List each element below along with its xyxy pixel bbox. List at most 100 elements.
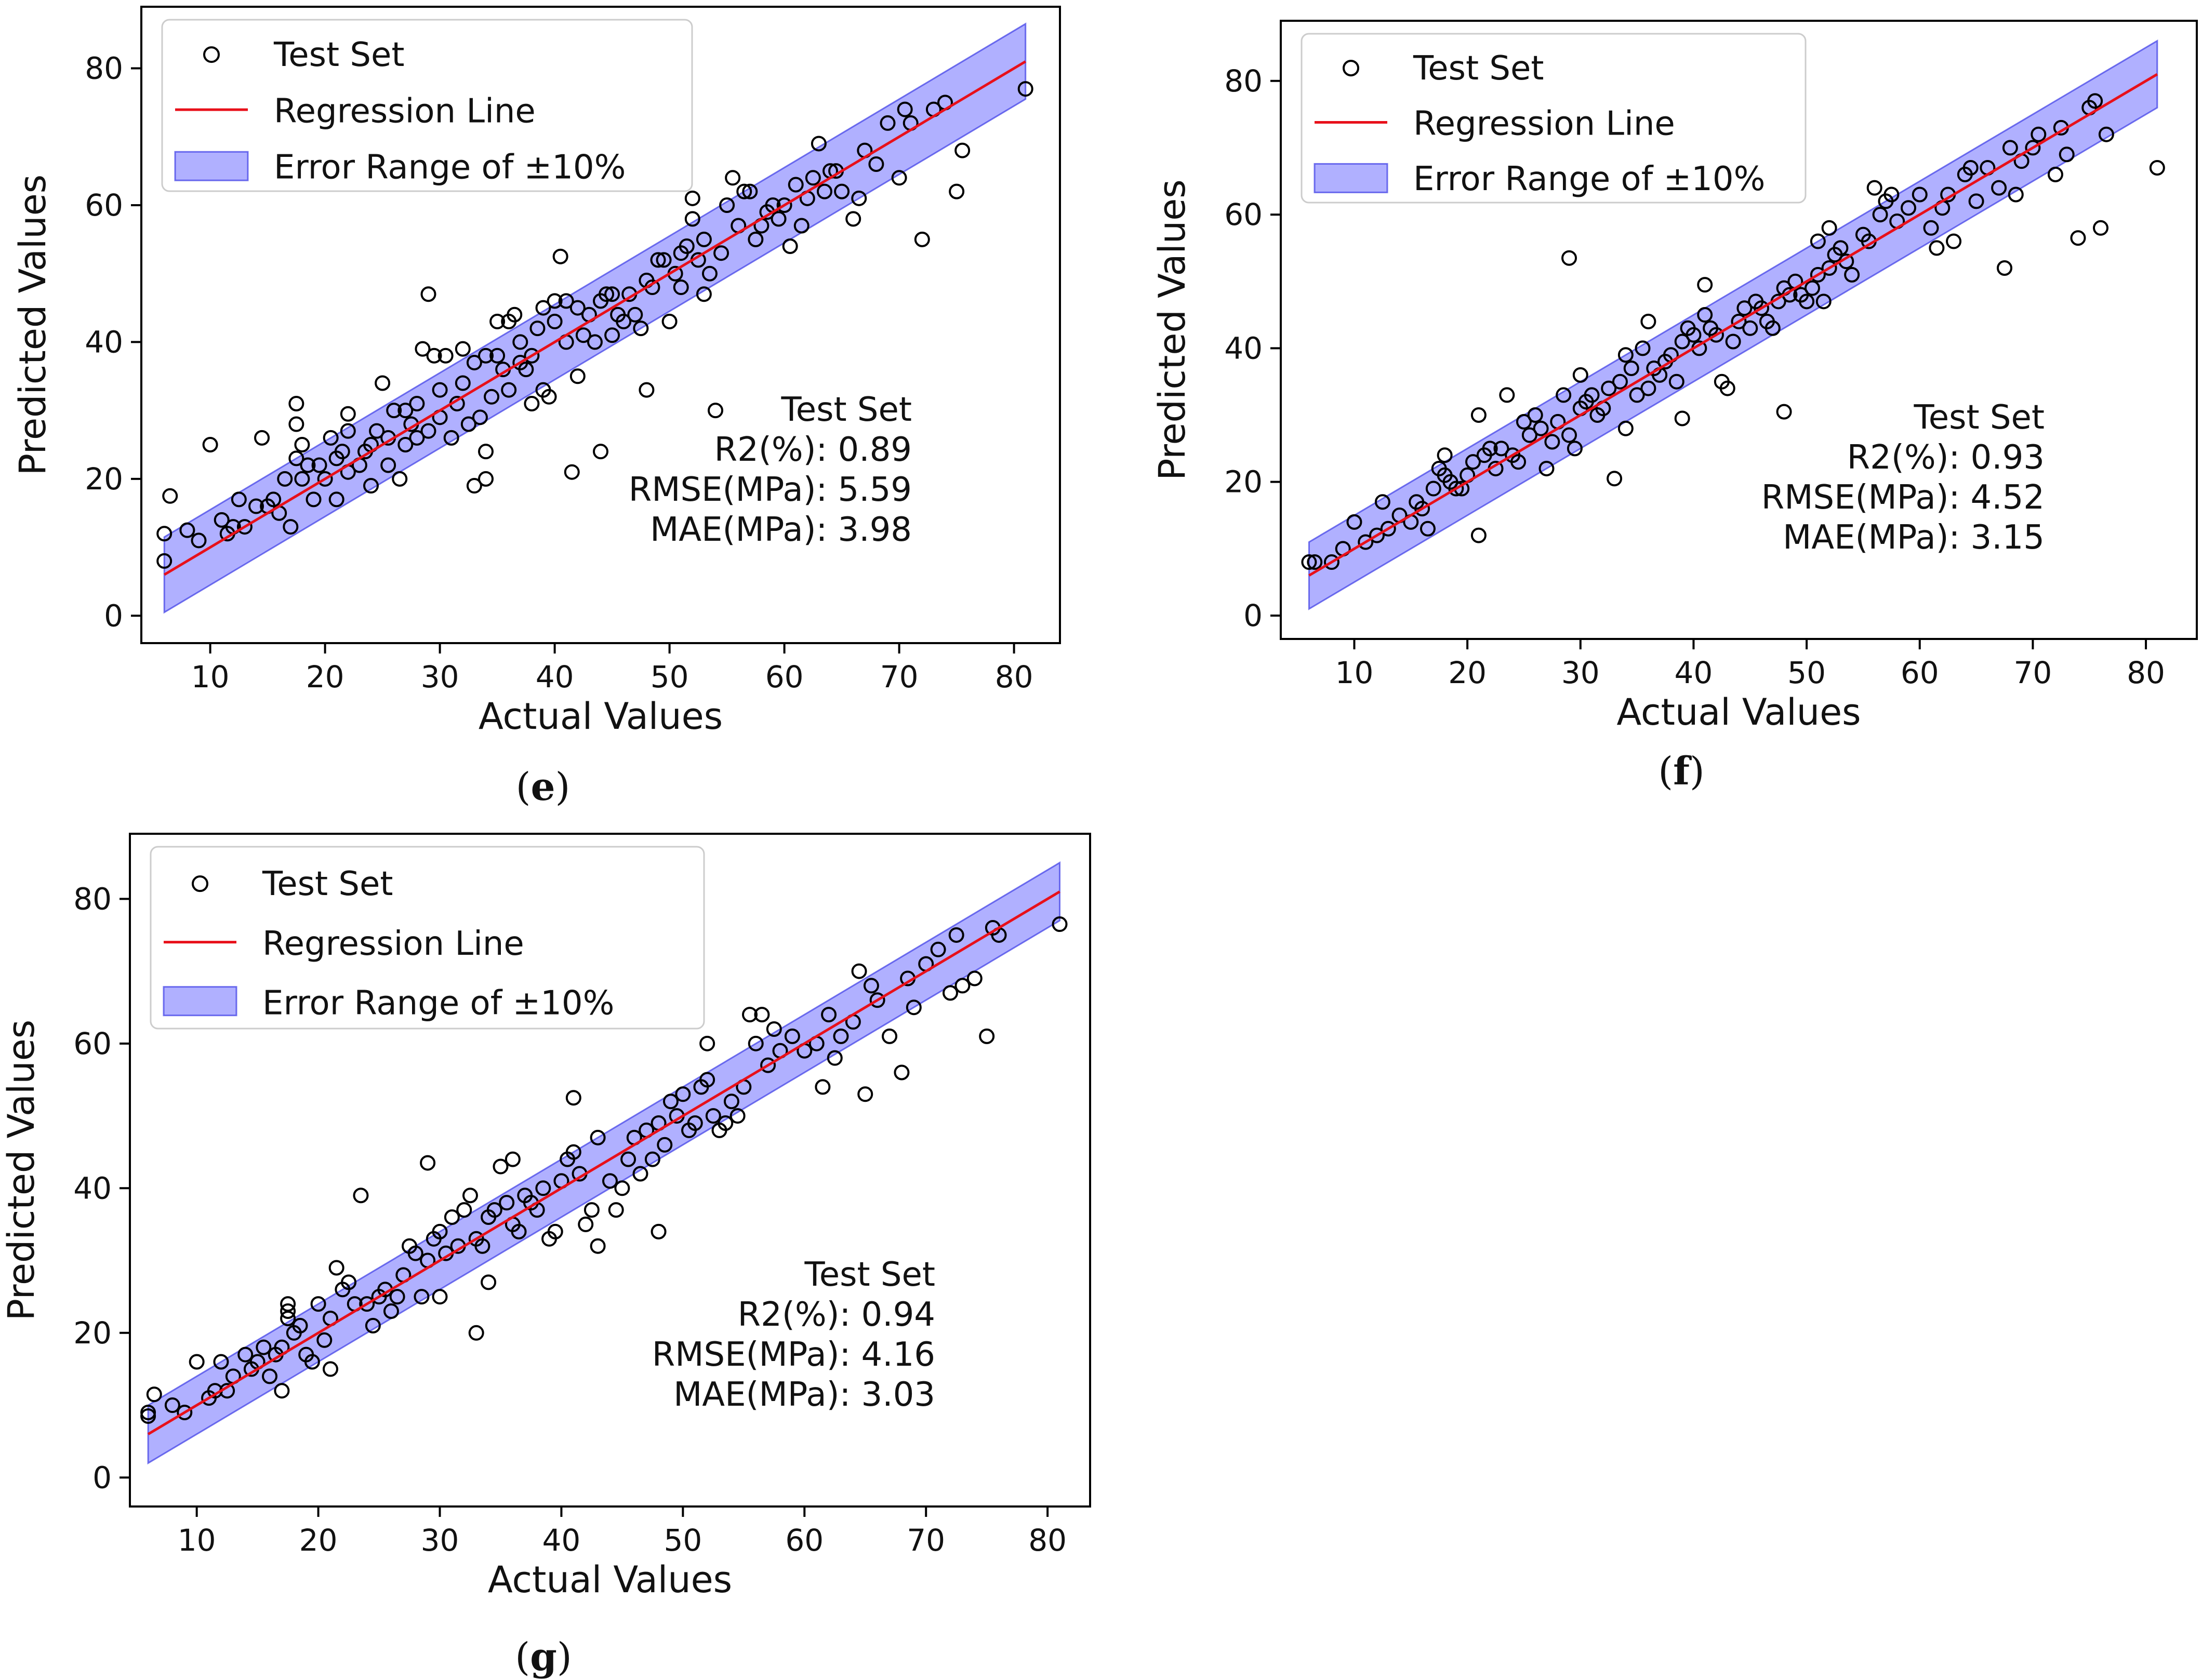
x-tick-label: 10 <box>178 1523 216 1558</box>
scatter-point <box>455 341 471 357</box>
scatter-point <box>1617 420 1634 436</box>
legend-entry: Test Set <box>262 865 393 903</box>
scatter-point <box>397 437 414 453</box>
scatter-point <box>845 211 861 227</box>
x-tick-label: 20 <box>1448 655 1487 690</box>
scatter-point <box>283 519 299 535</box>
scatter-point <box>565 1144 581 1160</box>
scatter-point <box>748 1035 764 1051</box>
scatter-point <box>616 313 632 329</box>
scatter-point <box>456 1202 472 1218</box>
metric-r2: R2(%): 0.94 <box>738 1296 935 1334</box>
scatter-point <box>2025 140 2041 156</box>
scatter-point <box>407 1245 423 1261</box>
scatter-point <box>294 471 310 487</box>
scatter-point <box>1866 180 1882 196</box>
scatter-point <box>869 992 885 1008</box>
scatter-point <box>1420 521 1436 537</box>
scatter-point <box>897 101 913 117</box>
scatter-point <box>2047 166 2063 182</box>
scatter-point <box>1736 300 1753 316</box>
scatter-point <box>1810 266 1826 283</box>
scatter-point <box>484 389 500 405</box>
scatter-point <box>280 1296 296 1312</box>
scatter-point <box>444 1209 460 1225</box>
scatter-point <box>386 403 402 419</box>
scatter-point <box>684 211 700 227</box>
scatter-point <box>2149 160 2165 176</box>
scatter-point <box>1731 313 1747 329</box>
scatter-point <box>771 211 787 227</box>
scatter-point <box>1437 447 1453 463</box>
scatter-point <box>474 1238 490 1254</box>
x-tick-label: 10 <box>1335 655 1374 690</box>
scatter-point <box>684 190 700 206</box>
scatter-point <box>1833 240 1849 256</box>
legend-patch-icon <box>174 151 249 181</box>
scatter-point <box>604 327 620 343</box>
scatter-point <box>162 488 178 504</box>
scatter-point <box>604 286 620 302</box>
scatter-point <box>392 471 408 487</box>
scatter-point <box>1465 454 1481 470</box>
scatter-point <box>189 1354 205 1370</box>
scatter-point <box>213 1354 229 1370</box>
scatter-point <box>1686 327 1702 343</box>
x-tick-label: 30 <box>421 659 459 695</box>
scatter-point <box>535 300 551 316</box>
x-tick-label: 70 <box>907 1523 945 1558</box>
scatter-point <box>334 444 350 460</box>
scatter-point <box>1516 414 1532 430</box>
x-tick-label: 30 <box>421 1523 459 1558</box>
metric-heading: Test Set <box>1914 398 2045 437</box>
scatter-point <box>2092 220 2108 236</box>
scatter-point <box>942 985 958 1001</box>
scatter-point <box>420 423 436 439</box>
scatter-point <box>468 1325 484 1341</box>
scatter-point <box>409 430 425 446</box>
scatter-point <box>954 978 971 994</box>
metric-heading: Test Set <box>781 391 912 429</box>
scatter-point <box>1946 233 1962 249</box>
scatter-point <box>948 927 964 943</box>
scatter-point <box>593 444 608 460</box>
scatter-point <box>164 1397 180 1414</box>
scatter-point <box>1629 387 1645 403</box>
scatter-point <box>1470 527 1487 543</box>
scatter-point <box>420 1155 436 1171</box>
x-tick-label: 30 <box>1561 655 1600 690</box>
scatter-point <box>1301 554 1317 570</box>
scatter-point <box>432 382 448 398</box>
scatter-point <box>1674 410 1690 426</box>
scatter-point <box>1612 374 1628 390</box>
scatter-point <box>569 368 586 384</box>
metric-rmse: RMSE(MPa): 4.16 <box>652 1336 935 1374</box>
y-axis-label: Predicted Values <box>0 1020 43 1321</box>
scatter-point <box>868 156 884 172</box>
scatter-point <box>650 252 666 268</box>
x-tick-label: 60 <box>785 1523 824 1558</box>
scatter-point <box>1374 494 1390 510</box>
y-tick-label: 60 <box>85 188 123 223</box>
scatter-point <box>766 1021 782 1037</box>
scatter-point <box>1584 387 1600 403</box>
scatter-point <box>1996 260 2012 276</box>
scatter-point <box>426 348 442 364</box>
metric-mae: MAE(MPa): 3.98 <box>650 511 912 549</box>
scatter-point <box>493 1158 509 1175</box>
scatter-point <box>214 512 230 528</box>
scatter-point <box>489 313 506 329</box>
y-tick-label: 20 <box>1224 464 1263 500</box>
scatter-point <box>880 115 896 131</box>
y-tick-label: 0 <box>104 598 123 633</box>
scatter-point <box>1425 481 1441 497</box>
scatter-point <box>701 265 718 282</box>
x-axis-label: Actual Values <box>488 1558 732 1601</box>
scatter-point <box>723 1094 739 1110</box>
scatter-point <box>1623 360 1639 376</box>
y-tick-label: 60 <box>73 1026 112 1061</box>
scatter-point <box>614 1180 630 1196</box>
scatter-point <box>1872 207 1888 223</box>
scatter-point <box>644 1151 660 1167</box>
scatter-point <box>294 437 310 453</box>
